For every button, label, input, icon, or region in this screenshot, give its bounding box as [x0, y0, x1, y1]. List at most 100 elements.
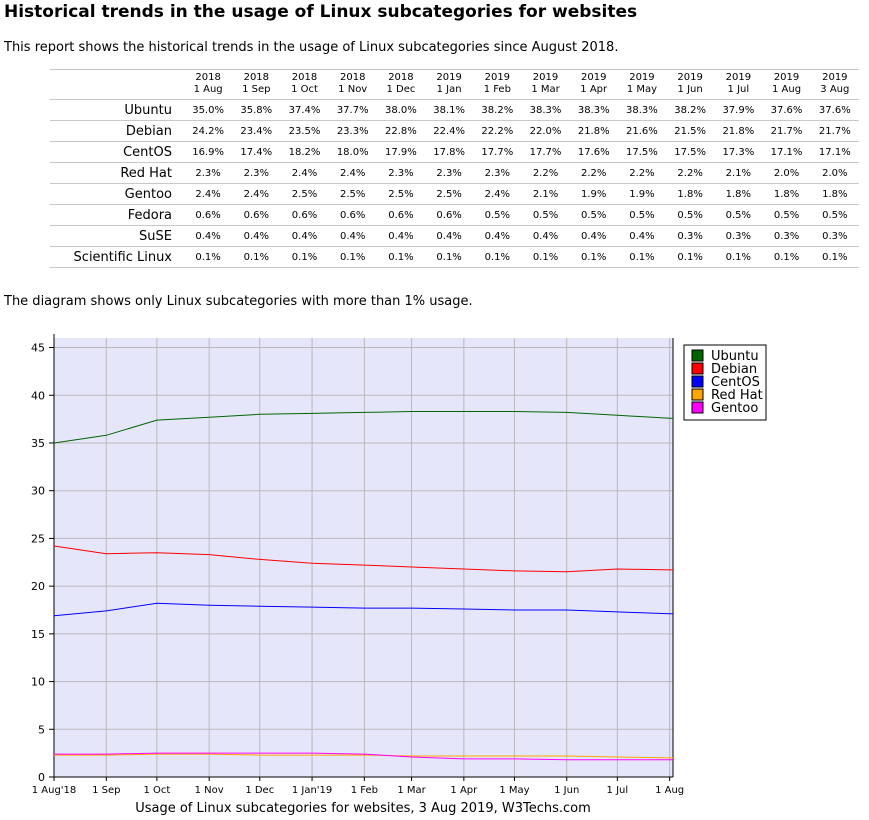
column-date: 1 Nov: [338, 84, 368, 95]
legend-label: CentOS: [711, 375, 760, 390]
table-cell: 38.2%: [473, 99, 522, 121]
table-cell: 0.6%: [184, 204, 233, 226]
table-cell: 0.4%: [328, 225, 377, 247]
table-cell: 0.4%: [376, 225, 426, 247]
table-cell: 2.2%: [521, 162, 570, 184]
table-cell: 1.8%: [714, 183, 763, 205]
table-cell: 18.2%: [280, 141, 329, 163]
column-year: 2019: [581, 72, 607, 83]
table-cell: 0.1%: [666, 246, 715, 268]
x-tick-label: 1 Jun: [554, 785, 579, 796]
table-cell: 0.1%: [184, 246, 233, 268]
table-cell: 37.6%: [762, 99, 811, 121]
table-cell: 38.3%: [569, 99, 618, 121]
table-row: Gentoo 2.4% 2.4% 2.5% 2.5% 2.5% 2.5% 2.4% 2.1% 1.…: [50, 183, 859, 205]
column-header: 2018 1 Sep: [232, 69, 281, 100]
table-cell: 0.1%: [473, 246, 522, 268]
table-cell: 37.4%: [280, 99, 329, 121]
column-header: 2018 1 Dec: [376, 69, 426, 100]
table-body: Ubuntu 35.0% 35.8% 37.4% 37.7% 38.0% 38.1% 38.2…: [50, 99, 859, 268]
column-date: 1 Apr: [580, 84, 608, 95]
column-date: 1 Feb: [483, 84, 511, 95]
table-cell: 2.3%: [184, 162, 233, 184]
table-cell: 2.3%: [232, 162, 281, 184]
table-cell: 0.1%: [810, 246, 859, 268]
y-tick-label: 5: [38, 723, 45, 736]
row-label: CentOS: [50, 141, 184, 163]
table-cell: 0.5%: [569, 204, 618, 226]
table-cell: 0.1%: [328, 246, 377, 268]
column-year: 2018: [291, 72, 318, 83]
table-cell: 2.1%: [521, 183, 570, 205]
table-cell: 0.1%: [376, 246, 426, 268]
column-year: 2018: [243, 72, 270, 83]
table-cell: 21.7%: [762, 120, 811, 142]
column-date: 1 Mar: [531, 84, 560, 95]
table-cell: 2.5%: [328, 183, 377, 205]
y-tick-label: 25: [31, 532, 45, 545]
table-cell: 0.5%: [521, 204, 570, 226]
table-cell: 22.8%: [376, 120, 426, 142]
row-label: SuSE: [50, 225, 184, 247]
x-tick-label: 1 Jan'19: [292, 785, 332, 796]
x-tick-label: 1 Oct: [143, 785, 170, 796]
table-cell: 2.5%: [376, 183, 426, 205]
y-tick-label: 30: [31, 485, 45, 498]
series-line-gentoo: [54, 752, 673, 761]
series-line-centos: [53, 602, 673, 617]
column-date: 3 Aug: [820, 84, 850, 95]
x-tick-label: 1 Aug: [655, 785, 684, 796]
table-row: Red Hat 2.3% 2.3% 2.4% 2.4% 2.3% 2.3% 2.3% 2.2% 2…: [50, 162, 859, 184]
plot-area: [54, 338, 673, 777]
table-cell: 17.9%: [376, 141, 426, 163]
table-cell: 23.5%: [280, 120, 329, 142]
table-cell: 17.3%: [714, 141, 763, 163]
column-year: 2018: [195, 72, 221, 83]
row-label: Ubuntu: [50, 99, 184, 121]
column-header: 2019 1 May: [617, 69, 667, 100]
x-tick-label: 1 Sep: [92, 785, 120, 796]
table-cell: 2.3%: [425, 162, 474, 184]
table-cell: 2.4%: [328, 162, 377, 184]
legend-swatch: [691, 349, 704, 362]
table-cell: 21.6%: [617, 120, 667, 142]
column-year: 2019: [436, 72, 462, 83]
table-cell: 0.4%: [617, 225, 667, 247]
table-cell: 22.0%: [521, 120, 570, 142]
table-row: SuSE 0.4% 0.4% 0.4% 0.4% 0.4% 0.4% 0.4% 0.4% 0.4%…: [50, 225, 859, 247]
table-cell: 2.3%: [376, 162, 426, 184]
table-row: Debian 24.2% 23.4% 23.5% 23.3% 22.8% 22.4% 22.2…: [50, 120, 859, 142]
column-header: 2018 1 Aug: [184, 69, 233, 100]
table-cell: 38.0%: [376, 99, 426, 121]
chart-title: Usage of Linux subcategories for website…: [135, 801, 591, 816]
column-header: 2018 1 Nov: [328, 69, 377, 100]
row-label: Gentoo: [50, 183, 184, 205]
row-label: Red Hat: [50, 162, 184, 184]
table-cell: 17.1%: [810, 141, 859, 163]
y-tick-label: 15: [31, 628, 45, 641]
table-cell: 2.2%: [666, 162, 715, 184]
table-cell: 0.1%: [617, 246, 667, 268]
column-date: 1 Aug: [772, 84, 802, 95]
table-cell: 2.5%: [280, 183, 329, 205]
table-cell: 0.6%: [376, 204, 426, 226]
x-tick-label: 1 Mar: [397, 785, 426, 796]
column-year: 2019: [484, 72, 511, 83]
row-label: Scientific Linux: [50, 246, 184, 268]
legend-label: Gentoo: [711, 401, 758, 416]
table-cell: 0.4%: [425, 225, 474, 247]
table-cell: 22.2%: [473, 120, 522, 142]
column-date: 1 Jul: [727, 84, 750, 95]
diagram-note: The diagram shows only Linux subcategori…: [4, 294, 473, 309]
column-date: 1 Jan: [436, 84, 462, 95]
column-year: 2019: [629, 72, 655, 83]
table-cell: 0.5%: [666, 204, 715, 226]
table-cell: 38.1%: [425, 99, 474, 121]
table-cell: 2.0%: [810, 162, 859, 184]
table-cell: 0.5%: [762, 204, 811, 226]
table-cell: 0.1%: [569, 246, 618, 268]
table-cell: 37.6%: [810, 99, 859, 121]
table-row: Scientific Linux 0.1% 0.1% 0.1% 0.1% 0.1% 0.1%…: [50, 246, 859, 268]
x-tick-label: 1 Feb: [351, 785, 378, 796]
column-date: 1 Oct: [291, 84, 318, 95]
